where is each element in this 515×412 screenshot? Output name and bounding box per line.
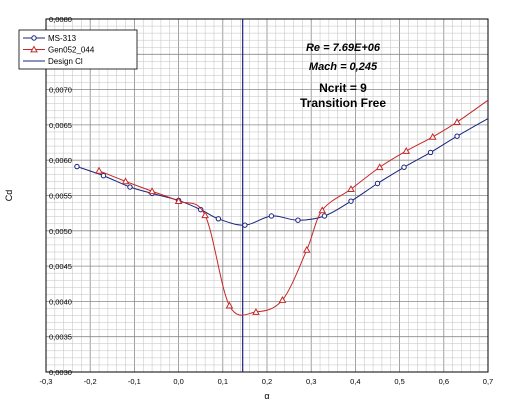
data-point-marker bbox=[215, 216, 222, 222]
data-point-marker bbox=[454, 133, 460, 139]
legend-entry: MS-313 bbox=[23, 34, 77, 43]
data-point-marker bbox=[121, 177, 130, 185]
annotation-transition: Transition Free bbox=[300, 96, 386, 110]
data-point-marker bbox=[198, 206, 204, 213]
data-point-marker bbox=[374, 180, 381, 187]
y-tick-label: 0,0035 bbox=[49, 333, 72, 342]
data-point-marker bbox=[347, 185, 355, 193]
legend: MS-313 Gen052_044 Design Cl bbox=[18, 29, 138, 70]
data-point-marker bbox=[242, 222, 248, 228]
y-tick-label: 0,0065 bbox=[49, 121, 72, 130]
series-line bbox=[98, 99, 489, 316]
data-point-marker bbox=[31, 35, 37, 41]
series-layer bbox=[74, 19, 489, 372]
data-point-marker bbox=[401, 164, 407, 170]
legend-items: MS-313 Gen052_044 Design Cl bbox=[23, 34, 95, 66]
x-tick-label: 0,7 bbox=[483, 377, 493, 386]
x-tick-label: 0,2 bbox=[262, 377, 272, 386]
series-2 bbox=[95, 99, 489, 316]
data-point-marker bbox=[295, 217, 301, 223]
x-tick-label: 0,4 bbox=[350, 377, 360, 386]
data-point-marker bbox=[427, 149, 434, 156]
x-tick-label: -0,2 bbox=[84, 377, 97, 386]
legend-label: MS-313 bbox=[48, 34, 77, 43]
data-point-marker bbox=[428, 132, 437, 140]
data-point-marker bbox=[201, 211, 209, 219]
x-tick-labels: -0,3 -0,2 -0,1 0,0 0,1 0,2 0,3 0,4 0,5 0,6 0,7 bbox=[40, 377, 494, 386]
x-tick-label: 0,3 bbox=[306, 377, 316, 386]
data-point-marker bbox=[225, 301, 234, 309]
annotation-reynolds: Re = 7.69E+06 bbox=[306, 42, 381, 54]
annotations: Re = 7.69E+06 Mach = 0,245 Ncrit = 9 Tra… bbox=[300, 42, 386, 110]
data-point-marker bbox=[375, 163, 384, 171]
data-point-marker bbox=[174, 197, 183, 205]
y-axis-label: Cd bbox=[4, 190, 14, 202]
x-axis-label: α bbox=[264, 391, 269, 401]
series-1 bbox=[74, 118, 489, 228]
legend-label: Design Cl bbox=[48, 57, 83, 66]
data-point-marker bbox=[95, 166, 103, 174]
data-point-marker bbox=[453, 118, 461, 125]
data-point-marker bbox=[278, 295, 287, 303]
legend-entry: Gen052_044 bbox=[23, 45, 95, 55]
y-tick-label: 0,0070 bbox=[49, 86, 72, 95]
legend-label: Gen052_044 bbox=[48, 46, 95, 55]
x-tick-label: 0,0 bbox=[173, 377, 183, 386]
x-tick-label: 0,6 bbox=[439, 377, 449, 386]
y-tick-label: 0,0045 bbox=[49, 262, 72, 271]
data-point-marker bbox=[321, 213, 328, 219]
data-point-marker bbox=[402, 146, 411, 154]
y-tick-label: 0,0050 bbox=[49, 227, 72, 236]
data-point-marker bbox=[318, 206, 327, 214]
data-point-marker bbox=[100, 173, 107, 179]
x-tick-label: -0,3 bbox=[40, 377, 53, 386]
y-tick-label: 0,0040 bbox=[49, 297, 72, 306]
x-tick-label: 0,5 bbox=[394, 377, 404, 386]
plot-frame bbox=[45, 18, 489, 373]
data-point-marker bbox=[302, 245, 311, 253]
legend-entry: Design Cl bbox=[23, 57, 83, 66]
annotation-mach: Mach = 0,245 bbox=[309, 61, 378, 73]
x-tick-label: 0,1 bbox=[218, 377, 228, 386]
data-point-marker bbox=[148, 187, 156, 195]
data-point-marker bbox=[127, 184, 133, 190]
y-tick-label: 0,0055 bbox=[49, 192, 72, 201]
data-point-marker bbox=[252, 307, 260, 315]
data-point-marker bbox=[348, 198, 354, 204]
data-point-marker bbox=[268, 213, 275, 219]
x-tick-label: -0,1 bbox=[128, 377, 141, 386]
data-point-marker bbox=[30, 45, 38, 53]
data-point-marker bbox=[74, 163, 80, 170]
annotation-ncrit: Ncrit = 9 bbox=[319, 81, 367, 95]
y-tick-label: 0,0080 bbox=[49, 15, 72, 24]
y-tick-label: 0,0030 bbox=[49, 368, 72, 377]
y-tick-label: 0,0060 bbox=[49, 156, 72, 165]
